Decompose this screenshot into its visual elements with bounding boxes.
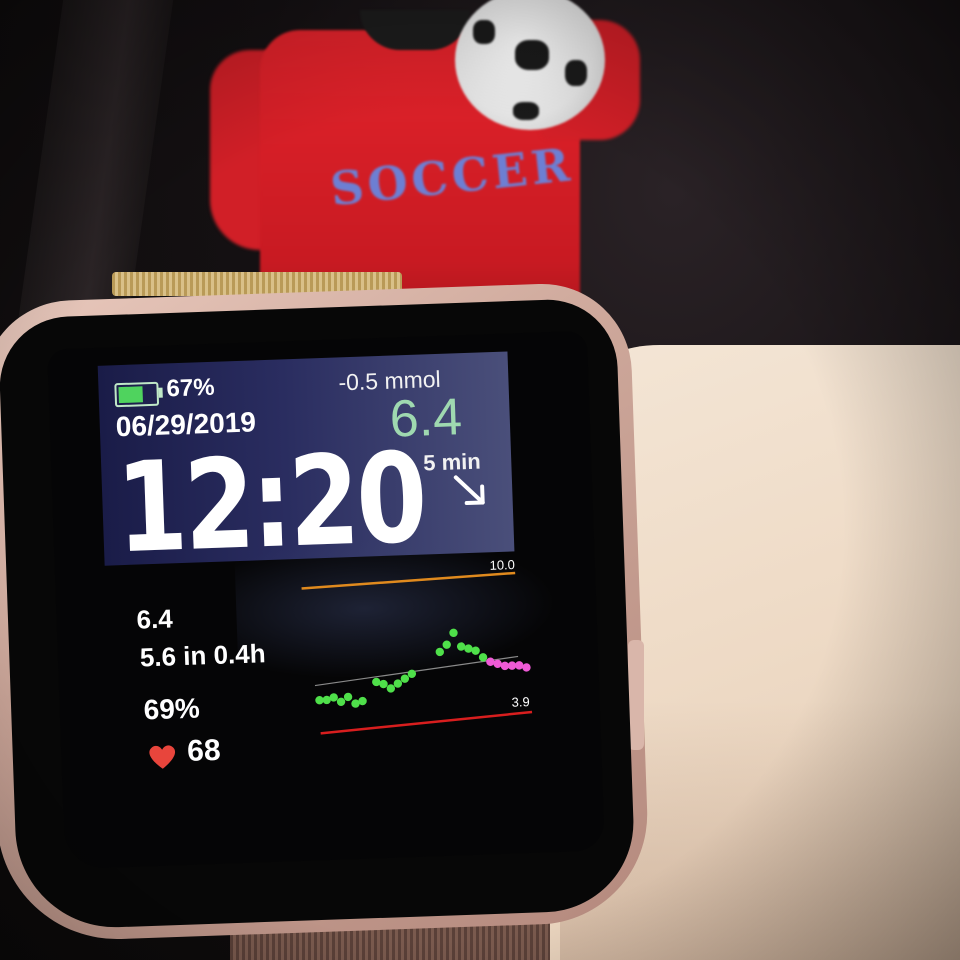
heart-rate: 68 — [187, 734, 222, 769]
high-threshold-line — [301, 573, 515, 588]
glucose-point — [435, 648, 444, 657]
battery-tip — [158, 388, 162, 398]
glucose-point — [442, 640, 451, 649]
glucose-point — [449, 629, 458, 638]
current-glucose: 6.4 — [136, 603, 173, 635]
glucose-point — [464, 644, 473, 653]
heart-icon — [147, 743, 178, 770]
battery-percent: 67% — [166, 374, 215, 404]
glucose-point — [493, 659, 502, 668]
glucose-point — [515, 661, 524, 670]
glucose-prediction: 5.6 in 0.4h — [139, 638, 266, 673]
watch-screen[interactable]: 67% 06/29/2019 12:20 -0.5 mmol 6.4 5 min… — [47, 331, 605, 870]
glucose-point — [387, 684, 396, 693]
glucose-value: 6.4 — [389, 387, 463, 449]
glucose-point — [522, 663, 531, 672]
glucose-point — [337, 697, 346, 706]
low-threshold-line — [320, 712, 532, 733]
battery-fill — [118, 386, 143, 403]
glucose-point — [471, 646, 480, 655]
glucose-point — [401, 674, 410, 683]
glucose-points — [313, 626, 532, 709]
glucose-point — [486, 657, 495, 666]
glucose-point — [457, 642, 466, 651]
glucose-point — [344, 693, 353, 702]
arrow-down-right-icon — [452, 472, 489, 509]
glucose-chart: 10.0 3.9 — [295, 551, 542, 759]
battery-icon — [114, 382, 159, 408]
high-threshold-label: 10.0 — [489, 557, 515, 573]
glucose-point — [372, 678, 381, 687]
glucose-point — [379, 680, 388, 689]
glucose-point — [394, 679, 403, 688]
percent-in-range: 69% — [143, 692, 200, 726]
glucose-point — [479, 653, 488, 662]
low-threshold-label: 3.9 — [511, 694, 530, 710]
